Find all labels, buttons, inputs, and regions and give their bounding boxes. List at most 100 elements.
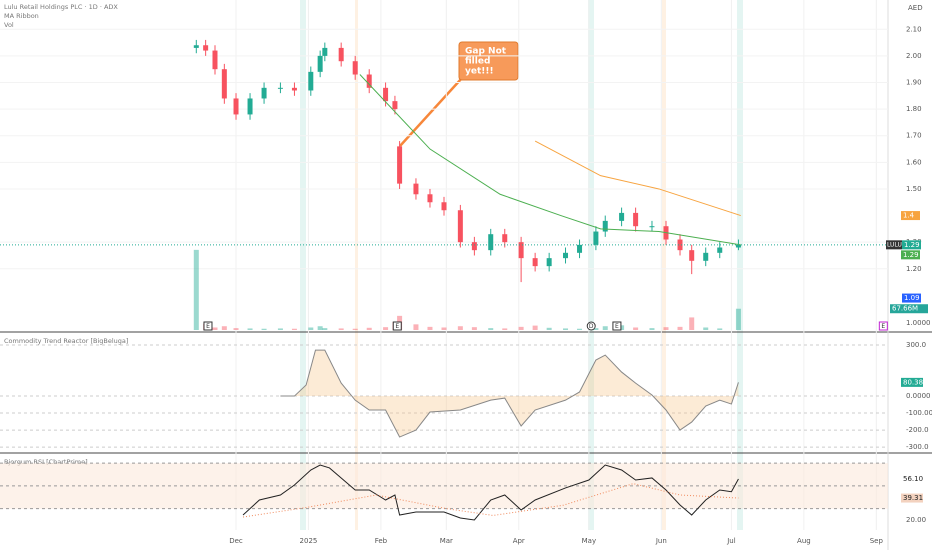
- value-tag-label: 1.29: [903, 251, 919, 259]
- volume-bar: [602, 326, 608, 330]
- y2-label: 1.0000: [906, 319, 931, 327]
- x-tick-label: May: [582, 537, 596, 545]
- symbol-label: LULU: [887, 241, 902, 248]
- candle-body: [649, 226, 655, 228]
- candle-body: [703, 252, 709, 261]
- volume-bar: [633, 327, 639, 330]
- candle-body: [338, 47, 344, 62]
- volume-bar: [502, 328, 508, 330]
- y-tick-label: 1.90: [906, 79, 922, 87]
- volume-bar: [703, 327, 709, 330]
- volume-bar: [413, 324, 419, 330]
- candle-body: [593, 231, 599, 245]
- event-label: D: [589, 323, 594, 330]
- candle-body: [247, 98, 253, 115]
- volume-bar: [427, 326, 433, 330]
- volume-bar: [735, 308, 741, 330]
- volume-bar: [383, 327, 389, 330]
- value-tag-label: 1.09: [904, 294, 920, 302]
- x-tick-label: Feb: [375, 537, 388, 545]
- annotation-arrow: [399, 77, 463, 147]
- value-tag-label: 39.31: [903, 494, 923, 502]
- volume-bar: [247, 328, 253, 330]
- volume-bar: [366, 327, 372, 330]
- annotation-text: yet!!!: [465, 67, 494, 77]
- ma-line: [534, 140, 741, 217]
- legend-item: MA Ribbon: [4, 12, 39, 20]
- candle-body: [633, 212, 639, 227]
- signal-band: [662, 0, 666, 530]
- volume-bar: [471, 327, 477, 330]
- candle-body: [352, 61, 358, 75]
- candle-body: [532, 258, 538, 267]
- y-tick-label: 1.70: [906, 132, 922, 140]
- volume-bar: [546, 327, 552, 330]
- candle-body: [502, 234, 508, 243]
- event-marker: [586, 321, 596, 331]
- y-tick-label: 20.00: [906, 516, 926, 524]
- volume-bar: [441, 327, 447, 330]
- signal-band: [300, 0, 306, 530]
- volume-bar: [221, 326, 227, 330]
- volume-bar: [563, 328, 569, 330]
- y-tick-label: 1.50: [906, 185, 922, 193]
- x-tick-label: Jul: [726, 537, 736, 545]
- candle-body: [383, 87, 389, 102]
- volume-bar: [261, 328, 267, 330]
- volume-bar: [322, 328, 328, 330]
- y-tick-label: 1.20: [906, 265, 922, 273]
- annotation-text: Gap Not: [465, 47, 507, 57]
- volume-bar: [308, 327, 314, 330]
- volume-bar: [532, 325, 538, 330]
- event-label: E: [395, 323, 399, 330]
- y-tick-label: 2.00: [906, 52, 922, 60]
- signal-band: [588, 0, 594, 530]
- value-tag: [901, 493, 923, 503]
- event-label: E: [881, 323, 885, 330]
- candle-body: [427, 194, 433, 203]
- signal-band: [355, 0, 358, 530]
- candle-body: [277, 87, 283, 89]
- y-tick-label: 1.80: [906, 105, 922, 113]
- candle-body: [221, 69, 227, 99]
- event-marker: [612, 321, 622, 331]
- candle-body: [457, 210, 463, 243]
- pane-title: Commodity Trend Reactor [BigBeluga]: [4, 337, 128, 345]
- y-tick-label: 1.60: [906, 158, 922, 166]
- volume-bar: [212, 327, 218, 330]
- x-tick-label: Aug: [797, 537, 811, 545]
- value-tag: [902, 293, 921, 303]
- volume-bar: [352, 328, 358, 330]
- y-tick-label: 300.0: [906, 341, 926, 349]
- candle-body: [488, 234, 494, 251]
- value-tag: [901, 250, 920, 260]
- candle-body: [563, 252, 569, 259]
- annotation: Gap Not filled yet!!!: [399, 41, 519, 147]
- volume-bar: [193, 249, 199, 330]
- candle-body: [689, 250, 695, 261]
- candle-body: [413, 183, 419, 195]
- value-tag-label: 1.29: [904, 241, 920, 249]
- volume-bar: [663, 327, 669, 330]
- volume-bar: [488, 328, 494, 330]
- volume-bar: [577, 328, 583, 330]
- pane-title: Bjorgum RSI [ChartPrime]: [4, 458, 88, 466]
- indicator-line: [242, 464, 739, 521]
- event-marker: [203, 321, 213, 331]
- volume-bar: [677, 326, 683, 330]
- candle-body: [291, 87, 297, 91]
- value-tag: [902, 240, 921, 250]
- legend-title: Lulu Retail Holdings PLC · 1D · ADX: [4, 3, 118, 11]
- x-tick-label: Sep: [870, 537, 884, 545]
- x-tick-label: Apr: [513, 537, 525, 545]
- indicator-line: [242, 483, 739, 518]
- x-tick-label: Dec: [229, 537, 243, 545]
- ma-line: [359, 74, 741, 246]
- value-tag-label: 80.38: [903, 378, 923, 386]
- volume-bar: [277, 328, 283, 330]
- candle-body: [317, 55, 323, 72]
- candle-body: [233, 98, 239, 115]
- candle-body: [471, 242, 477, 251]
